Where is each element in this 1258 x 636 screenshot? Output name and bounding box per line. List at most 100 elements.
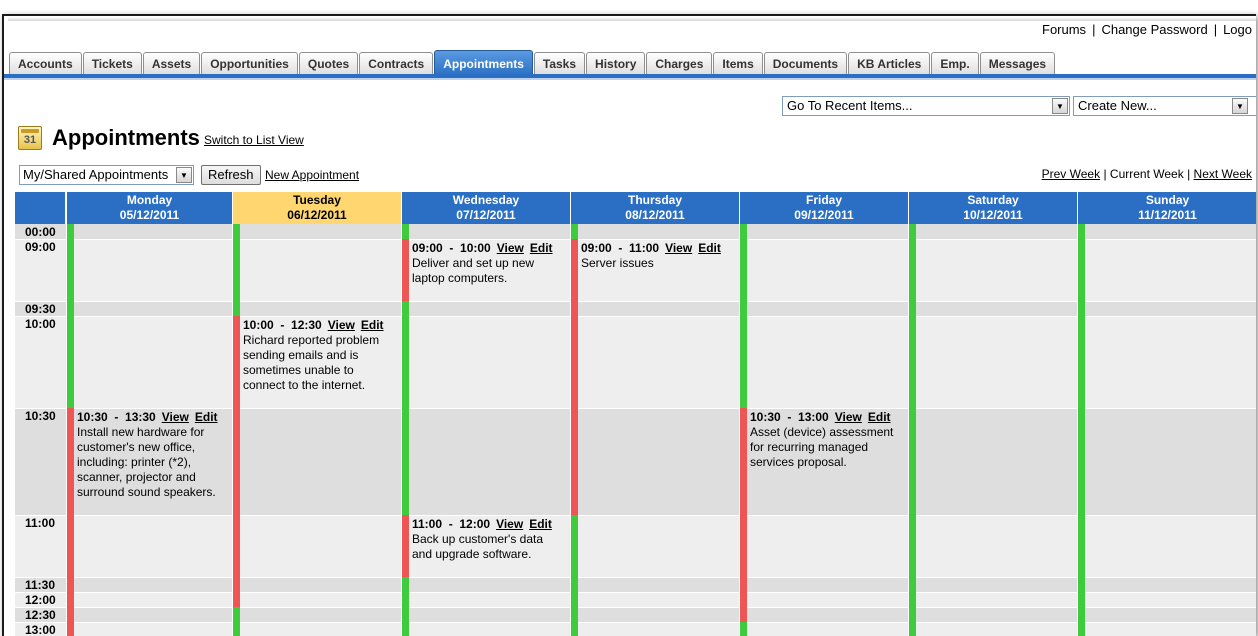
- edit-appointment-link[interactable]: Edit: [698, 241, 721, 255]
- change-password-link[interactable]: Change Password: [1101, 22, 1208, 37]
- view-appointment-link[interactable]: View: [496, 241, 524, 255]
- next-week-link[interactable]: Next Week: [1193, 167, 1252, 181]
- appointment: 10:00 - 12:30 View Edit Richard reported pr…: [243, 318, 396, 393]
- day-name: Friday: [805, 193, 842, 207]
- time-row: [15, 224, 1256, 239]
- time-slot-label: 10:00: [25, 317, 56, 331]
- edit-appointment-link[interactable]: Edit: [529, 517, 552, 531]
- availability-free-bar: [1078, 224, 1085, 636]
- time-slot-label: 11:00: [25, 516, 56, 530]
- appointment: 10:30 - 13:00 View Edit Asset (device) asse…: [750, 410, 903, 470]
- appointment-description: Deliver and set up new laptop computers.: [412, 256, 535, 285]
- availability-busy-bar: [402, 239, 409, 301]
- link-separator: |: [1213, 22, 1218, 37]
- refresh-button[interactable]: Refresh: [201, 165, 261, 185]
- day-date: 11/12/2011: [1138, 208, 1197, 222]
- recent-items-select[interactable]: Go To Recent Items... ▼: [782, 96, 1070, 116]
- switch-to-list-view-link[interactable]: Switch to List View: [204, 133, 304, 147]
- day-header-tuesday: Tuesday 06/12/2011: [233, 192, 402, 224]
- tab-opportunities[interactable]: Opportunities: [201, 52, 298, 76]
- availability-busy-bar: [402, 515, 409, 577]
- forums-link[interactable]: Forums: [1042, 22, 1087, 37]
- tab-emp[interactable]: Emp.: [931, 52, 979, 76]
- appointment: 09:00 - 11:00 View Edit Server issues: [581, 241, 734, 271]
- edit-appointment-link[interactable]: Edit: [529, 241, 553, 255]
- calendar-header-corner: [15, 192, 66, 224]
- time-slot-label: 09:00: [25, 240, 56, 254]
- filter-value: My/Shared Appointments: [23, 167, 169, 182]
- column-separator: [401, 224, 402, 636]
- prev-week-link[interactable]: Prev Week: [1041, 167, 1101, 181]
- view-appointment-link[interactable]: View: [327, 318, 355, 332]
- tab-assets[interactable]: Assets: [142, 52, 201, 76]
- week-calendar: Monday 05/12/2011 Tuesday 06/12/2011 Wednesd…: [15, 192, 1256, 636]
- edit-appointment-link[interactable]: Edit: [194, 410, 218, 424]
- time-slot-label: 12:30: [25, 608, 56, 622]
- view-appointment-link[interactable]: View: [496, 517, 524, 531]
- time-slot-label: 09:30: [25, 302, 56, 316]
- row-separator: [15, 515, 1256, 516]
- tab-underline-shadow: [4, 78, 1256, 80]
- appointment-time: 09:00 - 10:00: [412, 241, 491, 255]
- column-separator: [739, 224, 740, 636]
- create-new-value: Create New...: [1078, 98, 1157, 113]
- time-slot-label: 13:00: [25, 623, 56, 636]
- view-appointment-link[interactable]: View: [161, 410, 189, 424]
- week-navigation: Prev Week | Current Week | Next Week: [1042, 167, 1252, 181]
- tab-quotes[interactable]: Quotes: [298, 52, 359, 76]
- week-nav-separator: |: [1187, 167, 1191, 181]
- day-name: Tuesday: [293, 193, 341, 207]
- appointment-time: 10:30 - 13:30: [77, 410, 156, 424]
- page-title: Appointments: [52, 125, 200, 150]
- appointment-description: Server issues: [581, 256, 654, 270]
- tab-underline: [4, 74, 1256, 78]
- chevron-down-icon[interactable]: ▼: [1052, 98, 1068, 114]
- calendar-icon: 31: [18, 126, 42, 150]
- row-separator: [15, 239, 1256, 240]
- tab-charges[interactable]: Charges: [646, 52, 713, 76]
- tab-items[interactable]: Items: [713, 52, 763, 76]
- tab-documents[interactable]: Documents: [763, 52, 848, 76]
- time-row: [15, 316, 1256, 408]
- tab-tasks[interactable]: Tasks: [533, 52, 586, 76]
- appointment-time: 10:30 - 13:00: [750, 410, 829, 424]
- tab-history[interactable]: History: [586, 52, 646, 76]
- appointment-time: 11:00 - 12:00: [412, 517, 491, 531]
- tab-tickets[interactable]: Tickets: [82, 52, 142, 76]
- time-row: [15, 515, 1256, 577]
- recent-items-value: Go To Recent Items...: [787, 98, 913, 113]
- appointment-header: 09:00 - 10:00 View Edit: [412, 241, 565, 256]
- tab-kb-articles[interactable]: KB Articles: [848, 52, 931, 76]
- chevron-down-icon[interactable]: ▼: [176, 167, 192, 183]
- tab-messages[interactable]: Messages: [979, 52, 1056, 76]
- row-separator: [15, 316, 1256, 317]
- window-top-edge: [8, 18, 1256, 21]
- appointment-description: Richard reported problem sending emails …: [243, 333, 380, 392]
- time-slot-label: 12:00: [25, 593, 56, 607]
- logout-link[interactable]: Logo: [1223, 22, 1252, 37]
- tab-contracts[interactable]: Contracts: [359, 52, 434, 76]
- appointment: 11:00 - 12:00 View Edit Back up customer's …: [412, 517, 565, 562]
- time-row: [15, 622, 1256, 636]
- availability-busy-bar: [233, 316, 240, 607]
- column-separator: [908, 224, 909, 636]
- chevron-down-icon[interactable]: ▼: [1232, 98, 1248, 114]
- time-slot-label: 00:00: [25, 225, 56, 239]
- appointment-description: Install new hardware for customer's new …: [77, 425, 216, 499]
- row-separator: [15, 622, 1256, 623]
- create-new-select[interactable]: Create New... ▼: [1073, 96, 1256, 116]
- day-name: Monday: [126, 193, 173, 207]
- row-separator: [15, 577, 1256, 578]
- view-appointment-link[interactable]: View: [665, 241, 693, 255]
- tab-appointments[interactable]: Appointments: [434, 50, 533, 76]
- availability-busy-bar: [67, 408, 74, 636]
- edit-appointment-link[interactable]: Edit: [360, 318, 384, 332]
- appointment-filter-select[interactable]: My/Shared Appointments ▼: [19, 165, 194, 185]
- day-date: 08/12/2011: [625, 208, 685, 222]
- day-header-thursday: Thursday 08/12/2011: [571, 192, 740, 224]
- day-date: 05/12/2011: [119, 208, 180, 222]
- new-appointment-link[interactable]: New Appointment: [265, 168, 360, 182]
- tab-accounts[interactable]: Accounts: [9, 52, 82, 76]
- view-appointment-link[interactable]: View: [834, 410, 862, 424]
- edit-appointment-link[interactable]: Edit: [867, 410, 891, 424]
